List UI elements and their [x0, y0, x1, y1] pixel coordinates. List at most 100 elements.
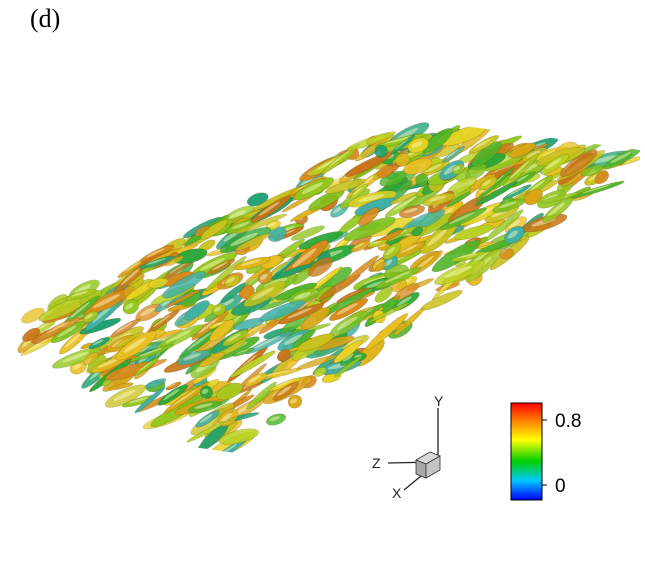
vortex-highlight: [474, 139, 491, 149]
vortex-structure: [38, 316, 81, 340]
vortex-highlight: [352, 187, 363, 196]
vortex-highlight: [27, 339, 49, 351]
vortex-highlight: [444, 265, 473, 278]
vortex-structure: [278, 303, 324, 325]
vortex-structure: [508, 142, 536, 159]
vortex-highlight: [120, 267, 141, 286]
vortex-structure: [502, 152, 540, 188]
vortex-highlight: [610, 151, 632, 164]
vortex-structure: [218, 428, 260, 445]
vortex-highlight: [248, 375, 261, 383]
vortex-structure: [205, 255, 247, 292]
vortex-highlight: [187, 331, 213, 350]
vortex-highlight: [269, 416, 280, 422]
vortex-structure: [290, 225, 325, 241]
vortex-highlight: [235, 349, 248, 354]
vortex-highlight: [74, 284, 92, 294]
vortex-highlight: [258, 201, 280, 216]
vortex-highlight: [146, 248, 165, 258]
y-axis-label: Y: [434, 393, 444, 409]
vortex-structure: [398, 205, 426, 218]
vortex-highlight: [163, 389, 180, 401]
vortex-structure: [233, 256, 271, 271]
vortex-structure: [288, 288, 320, 305]
vortex-structure: [229, 350, 276, 378]
vortex-structure: [211, 303, 227, 316]
vortex-highlight: [251, 286, 275, 301]
vortex-highlight: [509, 160, 530, 179]
vortex-structure: [450, 251, 486, 262]
vortex-structure: [271, 263, 313, 280]
vortex-structure: [165, 381, 182, 391]
vortex-highlight: [123, 337, 146, 353]
vortex-structure: [164, 289, 201, 309]
vortex-highlight: [140, 307, 155, 317]
vortex-highlight: [582, 184, 612, 194]
vortex-structure: [21, 307, 45, 324]
vortex-structure: [502, 184, 532, 201]
vortex-structure: [216, 382, 243, 401]
x-axis-label: X: [392, 485, 402, 501]
vortex-structure: [474, 181, 519, 206]
vortex-structure: [479, 176, 498, 191]
vortex-structure: [259, 300, 306, 322]
vortex-structure: [358, 207, 380, 227]
vortex-highlight: [213, 306, 222, 312]
vortex-structure: [431, 239, 481, 273]
vortex-structure: [375, 261, 387, 272]
vortex-structure: [375, 266, 422, 289]
vortex-highlight: [125, 303, 134, 310]
vortex-highlight: [92, 339, 104, 346]
vortex-highlight: [199, 257, 225, 271]
vortex-highlight: [446, 149, 459, 159]
vortex-highlight: [138, 361, 152, 372]
vortex-structure: [271, 251, 303, 279]
vortex-structure: [446, 191, 472, 208]
vortex-structure: [235, 213, 288, 234]
vortex-structure: [393, 307, 425, 336]
vortex-structure: [199, 385, 213, 399]
vortex-highlight: [36, 323, 49, 330]
vortex-highlight: [240, 259, 261, 266]
colorbar-min-label: 0: [555, 476, 566, 497]
vortex-structure: [22, 327, 40, 342]
colorbar: 0.8 0: [510, 402, 581, 501]
vortex-structure: [338, 255, 380, 289]
vortex-structure: [176, 350, 211, 366]
vortex-structure: [147, 277, 169, 289]
vortex-highlight: [230, 232, 259, 246]
z-axis-label: Z: [372, 455, 381, 471]
vortex-highlight: [267, 222, 276, 227]
vortex-structures: [17, 122, 640, 455]
vortex-structure: [235, 233, 271, 251]
vortex-structure: [407, 137, 430, 154]
vortex-highlight: [333, 206, 343, 214]
vortex-structure: [350, 240, 371, 253]
vortex-highlight: [277, 385, 292, 396]
vortex-structure: [453, 224, 494, 241]
vortex-highlight: [183, 353, 202, 361]
vortex-structure: [243, 281, 286, 308]
vortex-highlight: [328, 150, 350, 168]
vortex-highlight: [416, 255, 434, 269]
vortex-structure: [184, 300, 210, 321]
vortex-highlight: [301, 182, 324, 194]
vortex-structure: [468, 135, 499, 155]
vortex-structure: [540, 153, 570, 175]
vortex-highlight: [449, 212, 475, 225]
colorbar-max-label: 0.8: [555, 411, 581, 432]
vortex-highlight: [228, 209, 247, 219]
vortex-structure: [300, 307, 331, 331]
vortex-highlight: [336, 303, 358, 315]
vortex-highlight: [508, 220, 521, 229]
vortex-structure: [187, 400, 222, 414]
vortex-highlight: [292, 248, 317, 268]
vortex-highlight: [371, 273, 380, 277]
vortex-structure: [365, 313, 408, 351]
vortex-highlight: [165, 330, 191, 344]
vortex-structure: [296, 333, 335, 352]
vortex-structure: [88, 336, 111, 350]
vortex-structure: [287, 394, 303, 409]
vortex-highlight: [548, 202, 565, 217]
vortex-highlight: [146, 258, 166, 265]
